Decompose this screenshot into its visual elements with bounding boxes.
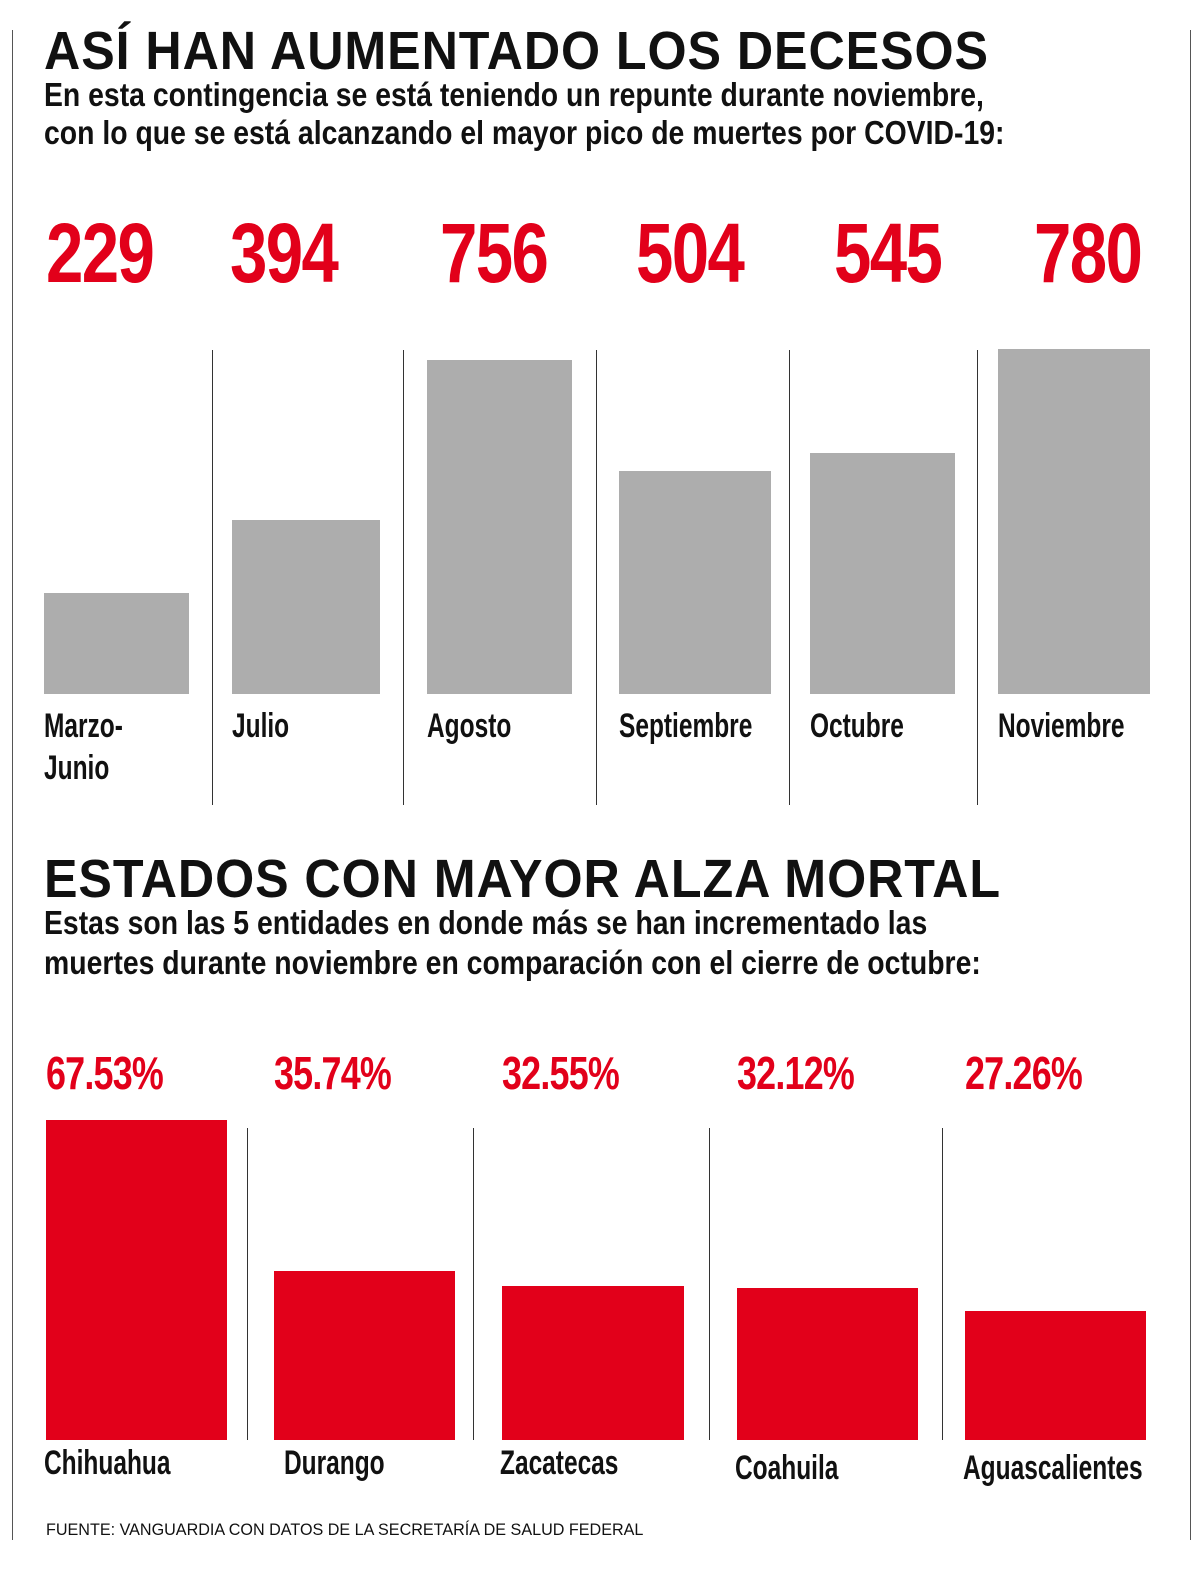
value-label-4: 27.26% (965, 1047, 1083, 1099)
left-frame-line (12, 30, 13, 1540)
value-label-4: 545 (834, 206, 943, 300)
value-label-2: 32.55% (502, 1047, 620, 1099)
section2-subtitle-2: muertes durante noviembre en comparación… (44, 944, 981, 981)
divider-4 (977, 350, 978, 805)
bar-1 (274, 1270, 455, 1440)
bar-4 (810, 452, 955, 694)
value-label-3: 32.12% (737, 1047, 855, 1099)
section1-title: ASÍ HAN AUMENTADO LOS DECESOS (44, 21, 989, 81)
bar-4 (965, 1310, 1146, 1440)
section2-subtitle-1: Estas son las 5 entidades en donde más s… (44, 904, 928, 941)
category-label-3: Septiembre (619, 707, 753, 745)
category-label-2: Zacatecas (500, 1444, 619, 1482)
divider-3 (789, 350, 790, 805)
divider-0 (247, 1128, 248, 1440)
bar-5 (998, 349, 1150, 694)
bar-0 (46, 1120, 227, 1440)
value-label-0: 67.53% (46, 1047, 164, 1099)
bar-2 (427, 359, 572, 694)
value-label-2: 756 (440, 206, 549, 300)
section1-subtitle-1: En esta contingencia se está teniendo un… (44, 76, 984, 113)
category-label-0: Chihuahua (44, 1444, 171, 1482)
bar-1 (232, 519, 380, 694)
bar-2 (502, 1285, 684, 1440)
divider-1 (403, 350, 404, 805)
bar-0 (44, 592, 189, 694)
bar-3 (737, 1287, 918, 1440)
right-frame-line (1190, 30, 1191, 1540)
value-label-1: 35.74% (274, 1047, 392, 1099)
category-label-3: Coahuila (735, 1449, 839, 1487)
section1-subtitle-2: con lo que se está alcanzando el mayor p… (44, 114, 1005, 151)
category-label-1: Durango (284, 1444, 385, 1482)
source-note: FUENTE: VANGUARDIA CON DATOS DE LA SECRE… (46, 1520, 644, 1539)
category-label-5: Noviembre (998, 707, 1125, 745)
divider-2 (709, 1128, 710, 1440)
category-label-2: Agosto (427, 707, 512, 745)
divider-1 (473, 1128, 474, 1440)
category-label-1: Julio (232, 707, 290, 745)
divider-0 (212, 350, 213, 805)
section2-title: ESTADOS CON MAYOR ALZA MORTAL (44, 849, 1001, 909)
value-label-0: 229 (46, 206, 155, 300)
category-label-4: Aguascalientes (963, 1449, 1143, 1487)
divider-2 (596, 350, 597, 805)
category-label-4: Octubre (810, 707, 904, 745)
bar-3 (619, 471, 771, 694)
divider-3 (942, 1128, 943, 1440)
value-label-5: 780 (1034, 206, 1143, 300)
value-label-3: 504 (636, 206, 745, 300)
category-label-0: Marzo- Junio (44, 707, 123, 787)
value-label-1: 394 (230, 206, 339, 300)
